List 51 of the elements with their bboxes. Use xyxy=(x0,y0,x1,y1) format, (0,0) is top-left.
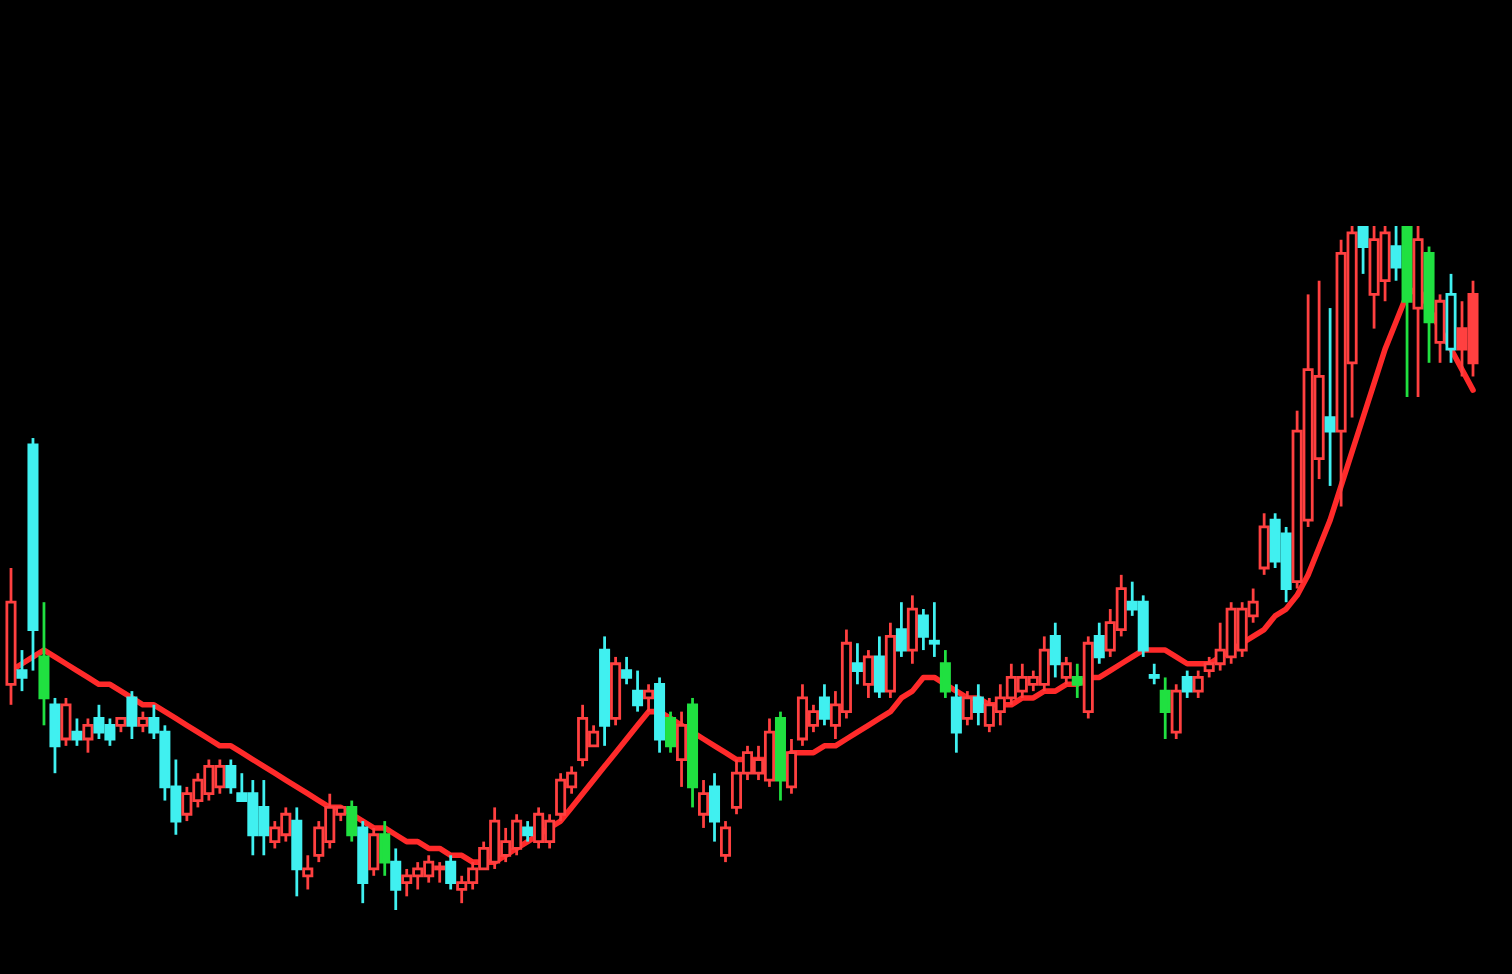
candlestick xyxy=(49,696,61,775)
candlestick xyxy=(1060,655,1072,686)
candlestick xyxy=(16,648,28,693)
candlestick xyxy=(60,696,72,748)
candlestick xyxy=(621,655,633,686)
candlestick xyxy=(950,682,962,755)
candlestick xyxy=(632,669,644,714)
candlestick xyxy=(346,799,358,843)
candlestick xyxy=(851,641,863,686)
candlestick xyxy=(972,682,984,727)
candlestick xyxy=(720,819,732,864)
candlestick xyxy=(38,600,50,727)
candlestick xyxy=(390,847,402,910)
candlestick xyxy=(961,689,973,727)
candlestick xyxy=(1071,662,1083,700)
candlestick xyxy=(291,806,303,898)
candlestick xyxy=(1170,682,1182,741)
candlestick xyxy=(676,710,688,789)
candlestick xyxy=(82,717,94,755)
candlestick xyxy=(1324,306,1336,488)
candlestick xyxy=(928,600,940,659)
candlestick xyxy=(445,853,457,891)
candlestick xyxy=(895,600,907,659)
candlestick xyxy=(1159,676,1171,741)
candlestick xyxy=(873,635,885,700)
candlestick xyxy=(1093,621,1105,666)
candlestick xyxy=(1192,669,1204,700)
candlestick xyxy=(917,607,929,652)
candlestick xyxy=(379,819,391,878)
candlestick xyxy=(522,819,534,843)
candlestick xyxy=(1390,226,1402,283)
candlestick xyxy=(785,737,797,796)
candlestick xyxy=(698,778,710,830)
candlestick xyxy=(1181,669,1193,700)
candlestick xyxy=(665,710,677,755)
candlestick xyxy=(1148,662,1160,686)
candlestick xyxy=(225,758,237,796)
candlestick xyxy=(302,853,314,891)
candlestick xyxy=(709,771,721,843)
candlestick xyxy=(126,689,138,741)
candlestick xyxy=(643,682,655,714)
candlestick xyxy=(1357,226,1369,276)
candlestick xyxy=(368,826,380,878)
candlestick xyxy=(71,717,83,748)
candlestick xyxy=(818,682,830,727)
candlestick xyxy=(939,648,951,700)
candlestick xyxy=(906,593,918,666)
candlestick xyxy=(1049,621,1061,679)
candlestick xyxy=(1258,511,1270,577)
candlestick xyxy=(137,710,149,734)
candlestick xyxy=(862,648,874,700)
